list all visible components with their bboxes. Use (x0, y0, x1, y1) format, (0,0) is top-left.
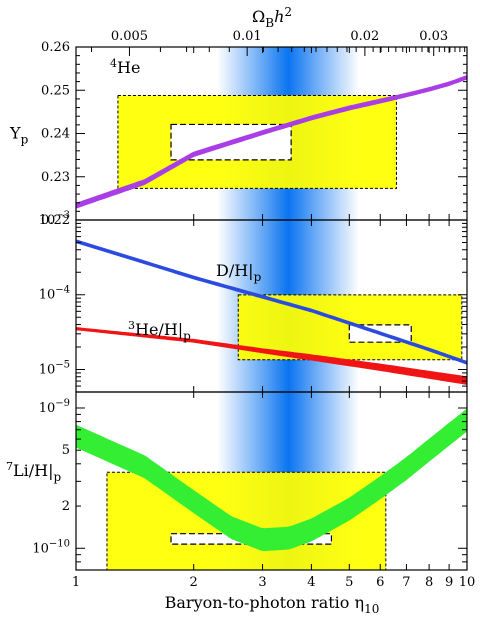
panel-deuterium (76, 239, 467, 385)
x-tick-label: 6 (376, 575, 384, 590)
panel-helium (76, 74, 467, 209)
x-axis-title: Baryon-to-photon ratio η10 (165, 593, 380, 616)
deuterium-y-axis: 10−3 10−4 10−5 (39, 210, 467, 393)
top-tick-label: 0.02 (350, 29, 379, 44)
x-tick-label: 5 (345, 575, 353, 590)
panel-lithium (76, 408, 467, 570)
helium-y-tick-label: 0.25 (41, 83, 70, 98)
x-tick-label: 9 (445, 575, 453, 590)
x-tick-label: 7 (402, 575, 410, 590)
deuterium-y-tick-label: 10−4 (39, 285, 70, 303)
top-tick-label: 0.005 (111, 29, 148, 44)
x-tick-label: 2 (190, 575, 198, 590)
x-tick-label: 10 (459, 575, 476, 590)
deuterium-y-tick-label: 10−3 (39, 210, 70, 228)
x-tick-label: 3 (258, 575, 266, 590)
top-axis-title: ΩBh2 (252, 5, 292, 30)
helium-y-tick-label: 0.26 (41, 40, 70, 55)
deuterium-y-tick-label: 10−5 (39, 359, 70, 377)
lithium-y-tick-label: 10−10 (32, 538, 70, 556)
lithium-y-tick-label: 5 (62, 443, 70, 458)
top-tick-label: 0.01 (233, 29, 262, 44)
top-axis: 0.005 0.01 0.02 0.03 ΩBh2 (91, 5, 466, 56)
helium-curve-0 (76, 74, 467, 209)
deuterium-curve-label-0: D/H|p (216, 261, 262, 284)
helium-y-tick-label: 0.24 (41, 127, 70, 142)
x-tick-label: 1 (72, 575, 80, 590)
x-tick-label: 8 (425, 575, 433, 590)
lithium-y-axis: 10−9 5 2 10−10 (32, 398, 467, 571)
helium-y-axis-title: Yp (9, 124, 29, 147)
helium-y-axis: 0.22 0.23 0.24 0.25 0.26 (41, 40, 467, 228)
helium-y-tick-label: 0.22 (41, 213, 70, 228)
lithium-y-tick-label: 10−9 (39, 398, 70, 416)
deuterium-curve-1 (76, 327, 467, 385)
deuterium-curve-label-1: 3He/H|p (128, 319, 191, 343)
top-tick-label: 0.03 (419, 29, 448, 44)
lithium-y-axis-title: 7Li/H|p (6, 460, 61, 484)
x-tick-label: 4 (307, 575, 315, 590)
lithium-curve-0 (76, 408, 467, 552)
deuterium-curve-0 (76, 239, 467, 365)
helium-y-tick-label: 0.23 (41, 170, 70, 185)
lithium-y-tick-label: 2 (62, 499, 70, 514)
x-axis: 1 2 3 4 5 6 7 8 9 10 Baryon-to-photon ratio η10 (72, 47, 475, 616)
helium-annotation: 4He (110, 57, 140, 77)
